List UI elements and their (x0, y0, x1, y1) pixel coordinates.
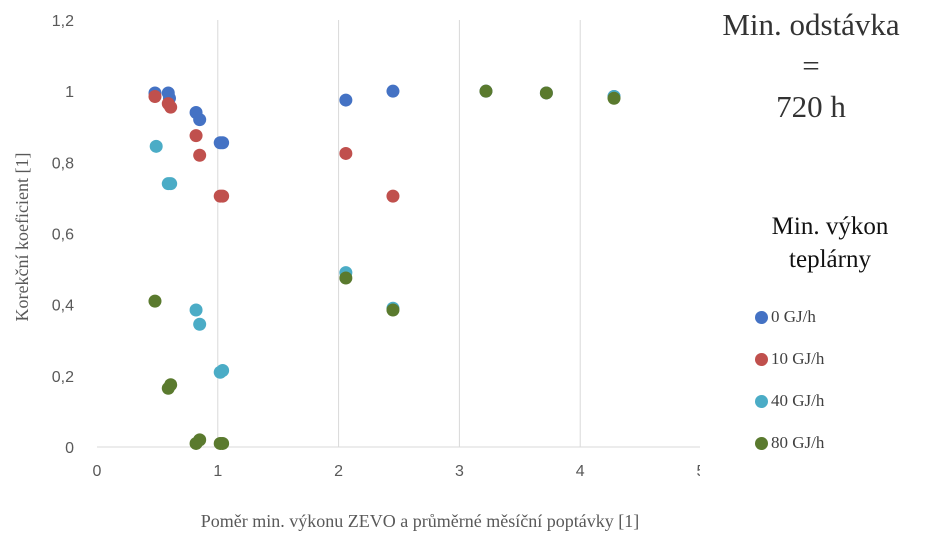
data-point-series-2 (189, 303, 203, 317)
legend-item-0-gj: 0 GJ/h (745, 296, 920, 338)
data-point-series-0 (386, 84, 400, 98)
legend-item-10-gj: 10 GJ/h (745, 338, 920, 380)
data-point-series-3 (539, 86, 553, 100)
legend-label-40-gj: 40 GJ/h (771, 391, 825, 410)
data-point-series-3 (148, 294, 162, 308)
y-tick-label: 1 (65, 84, 74, 101)
data-point-series-1 (386, 189, 400, 203)
chart-annotation-title: Min. odstávka = 720 h (700, 4, 922, 127)
x-axis-ticks: 0 1 2 3 4 5 (93, 463, 700, 480)
legend-swatch-0-gj (755, 310, 768, 324)
data-point-series-2 (216, 363, 230, 377)
x-tick-label: 0 (93, 463, 102, 480)
data-point-series-1 (339, 146, 353, 160)
annotation-line-2: = (802, 48, 820, 83)
data-point-series-3 (193, 433, 207, 447)
y-tick-label: 0,6 (52, 227, 74, 244)
y-axis-ticks: 0 0,2 0,4 0,6 0,8 1 1,2 (52, 13, 74, 457)
x-tick-label: 5 (697, 463, 700, 480)
data-point-series-1 (216, 189, 230, 203)
annotation-line-3: 720 h (776, 89, 846, 124)
y-axis-title: Korekční koeficient [1] (12, 153, 32, 322)
data-point-series-3 (216, 436, 230, 450)
x-tick-label: 1 (213, 463, 222, 480)
legend-title-line-2: teplárny (789, 246, 871, 273)
legend-item-80-gj: 80 GJ/h (745, 422, 920, 464)
data-point-series-2 (164, 177, 178, 191)
legend-swatch-10-gj (755, 352, 768, 366)
scatter-chart: 0 1 2 3 4 5 0 0,2 0,4 0,6 0,8 1 1,2 Poměr min. výko… (12, 13, 700, 531)
data-point-series-2 (149, 139, 163, 153)
data-point-series-3 (479, 84, 493, 98)
data-point-series-1 (164, 100, 178, 114)
chart-gridlines (217, 20, 581, 447)
data-point-series-1 (193, 148, 207, 162)
data-point-series-2 (193, 317, 207, 331)
data-points (148, 84, 621, 450)
x-tick-label: 2 (334, 463, 343, 480)
legend-item-40-gj: 40 GJ/h (745, 380, 920, 422)
data-point-series-0 (216, 136, 230, 150)
data-point-series-0 (339, 93, 353, 107)
y-tick-label: 0,4 (52, 298, 74, 315)
data-point-series-3 (607, 91, 621, 105)
legend-title-line-1: Min. výkon (771, 213, 889, 240)
legend-swatch-80-gj (755, 436, 768, 450)
y-tick-label: 0 (65, 440, 74, 457)
x-tick-label: 3 (455, 463, 464, 480)
legend: Min. výkon teplárny 0 GJ/h 10 GJ/h 40 GJ… (745, 210, 920, 464)
data-point-series-3 (339, 271, 353, 285)
legend-title: Min. výkon teplárny (745, 210, 915, 276)
y-tick-label: 1,2 (52, 13, 74, 30)
x-axis-title: Poměr min. výkonu ZEVO a průměrné měsíčn… (201, 511, 639, 531)
legend-label-0-gj: 0 GJ/h (771, 307, 816, 326)
data-point-series-1 (189, 129, 203, 143)
legend-label-10-gj: 10 GJ/h (771, 349, 825, 368)
y-tick-label: 0,2 (52, 369, 74, 386)
x-tick-label: 4 (576, 463, 585, 480)
legend-swatch-40-gj (755, 394, 768, 408)
data-point-series-1 (148, 90, 162, 104)
data-point-series-0 (193, 113, 207, 127)
data-point-series-3 (386, 303, 400, 317)
y-tick-label: 0,8 (52, 155, 74, 172)
annotation-line-1: Min. odstávka (722, 7, 900, 42)
data-point-series-3 (164, 378, 178, 392)
legend-label-80-gj: 80 GJ/h (771, 433, 825, 452)
